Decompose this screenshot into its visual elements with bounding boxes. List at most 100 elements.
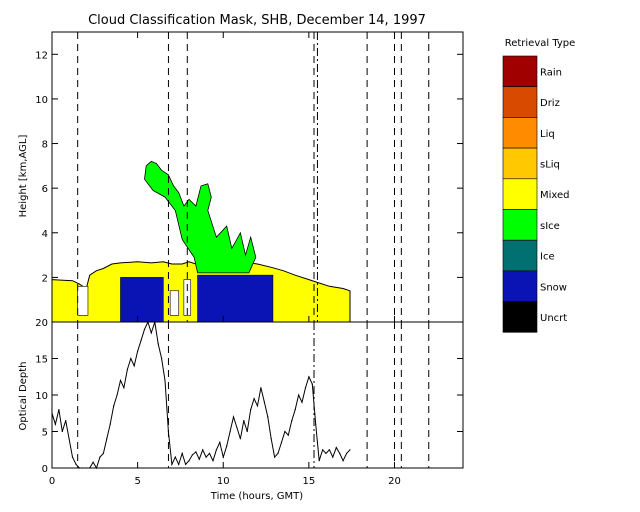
optical-depth-point-87 — [349, 449, 351, 451]
legend-label-snow: Snow — [540, 282, 567, 293]
optical-depth-point-36 — [174, 456, 176, 458]
legend-swatch-mixed — [502, 178, 538, 210]
optical-depth-point-19 — [116, 394, 118, 396]
optical-depth-point-70 — [291, 420, 293, 422]
optical-depth-point-27 — [143, 328, 146, 330]
optical-depth-point-32 — [161, 357, 163, 360]
optical-depth-point-18 — [113, 405, 115, 407]
optical-depth-point-65 — [274, 456, 276, 458]
optical-depth-point-74 — [304, 387, 307, 389]
optical-depth-point-77 — [315, 423, 317, 425]
legend-label-driz: Driz — [540, 98, 560, 109]
optical-depth-point-45 — [205, 456, 207, 458]
snow-block-0 — [120, 277, 164, 323]
optical-depth-point-81 — [328, 449, 330, 451]
optical-depth-point-12 — [92, 461, 94, 463]
optical-depth-point-62 — [263, 401, 265, 403]
bottom-ytick-label-0: 0 — [42, 464, 48, 475]
optical-depth-point-23 — [130, 357, 132, 360]
optical-depth-point-44 — [202, 449, 204, 451]
bottom-ytick-label-4: 20 — [35, 318, 48, 329]
optical-depth-point-50 — [222, 456, 224, 458]
top-ytick-label-2: 4 — [42, 229, 48, 240]
legend-swatch-ice — [502, 239, 538, 272]
optical-depth-point-49 — [219, 441, 221, 443]
optical-depth-point-3 — [61, 430, 63, 433]
legend-label-ice: Ice — [540, 252, 555, 263]
optical-depth-point-16 — [106, 438, 108, 440]
optical-depth-point-68 — [284, 430, 286, 433]
optical-depth-point-78 — [318, 460, 320, 462]
bottom-ylabel: Optical Depth — [18, 362, 29, 431]
optical-depth-point-39 — [185, 463, 187, 465]
optical-depth-point-7 — [75, 463, 77, 465]
optical-depth-point-56 — [243, 420, 245, 422]
optical-depth-point-66 — [277, 452, 279, 454]
optical-depth-point-72 — [298, 394, 300, 396]
optical-depth-point-37 — [178, 463, 180, 465]
optical-depth-point-38 — [181, 452, 183, 454]
optical-depth-point-1 — [54, 423, 57, 425]
bottom-xtick-label-0: 0 — [49, 476, 55, 487]
cloud-mask-panel: 2 4 6 8 10 12 — [35, 31, 464, 323]
top-ylabel: Height [km,AGL] — [18, 135, 29, 218]
bottom-xtick-label-1: 5 — [134, 476, 140, 487]
optical-depth-point-17 — [109, 423, 111, 425]
optical-depth-point-61 — [260, 387, 262, 389]
optical-depth-point-48 — [215, 449, 217, 451]
optical-depth-point-6 — [71, 456, 74, 458]
optical-depth-point-21 — [123, 387, 125, 389]
optical-depth-point-42 — [195, 451, 197, 453]
mixed-cloud-gap-1 — [169, 290, 180, 316]
optical-depth-point-85 — [342, 460, 344, 462]
legend-swatch-uncrt — [502, 301, 538, 333]
optical-depth-point-54 — [236, 427, 238, 429]
retrieval-type-legend: Retrieval Type Rain Driz Liq sLiq Mixed sIce I… — [502, 38, 576, 333]
optical-depth-point-79 — [322, 449, 324, 451]
optical-depth-point-4 — [65, 420, 67, 422]
optical-depth-point-59 — [253, 398, 255, 400]
legend-title: Retrieval Type — [505, 38, 576, 49]
optical-depth-point-84 — [339, 452, 341, 454]
optical-depth-point-69 — [287, 434, 289, 436]
optical-depth-point-71 — [294, 409, 296, 411]
top-ytick-label-6: 12 — [35, 50, 48, 61]
optical-depth-point-20 — [119, 379, 122, 381]
legend-swatch-driz — [502, 86, 538, 118]
legend-label-liq: Liq — [540, 129, 555, 140]
optical-depth-point-64 — [270, 438, 272, 440]
optical-depth-point-15 — [102, 452, 104, 454]
optical-depth-point-57 — [246, 430, 248, 433]
optical-depth-point-2 — [58, 409, 60, 411]
optical-depth-point-80 — [325, 452, 327, 454]
legend-swatch-sice — [502, 209, 538, 241]
bottom-ytick-label-3: 15 — [35, 355, 48, 366]
optical-depth-point-25 — [137, 350, 139, 352]
legend-swatch-rain — [502, 55, 538, 88]
optical-depth-point-40 — [188, 460, 190, 462]
optical-depth-point-75 — [308, 376, 310, 378]
legend-label-rain: Rain — [540, 67, 562, 78]
optical-depth-point-22 — [126, 368, 128, 370]
snow-block-1 — [197, 274, 274, 323]
optical-depth-point-73 — [301, 401, 303, 403]
legend-label-mixed: Mixed — [540, 190, 570, 201]
top-ytick-label-5: 10 — [35, 95, 48, 106]
sice-region-0 — [144, 160, 257, 274]
optical-depth-point-76 — [311, 383, 313, 385]
optical-depth-point-35 — [171, 463, 173, 465]
optical-depth-point-60 — [256, 405, 259, 407]
chart-title: Cloud Classification Mask, SHB, December… — [88, 13, 426, 28]
bottom-xtick-label-2: 10 — [217, 476, 230, 487]
optical-depth-point-86 — [346, 452, 348, 454]
optical-depth-point-52 — [229, 430, 231, 433]
legend-swatch-snow — [502, 270, 538, 302]
optical-depth-point-82 — [332, 456, 334, 458]
optical-depth-point-26 — [140, 339, 142, 341]
optical-depth-point-5 — [68, 438, 70, 440]
bottom-xtick-label-3: 15 — [303, 476, 316, 487]
top-ytick-label-1: 2 — [42, 273, 48, 284]
optical-depth-point-33 — [164, 379, 166, 381]
optical-depth-point-55 — [239, 438, 241, 440]
